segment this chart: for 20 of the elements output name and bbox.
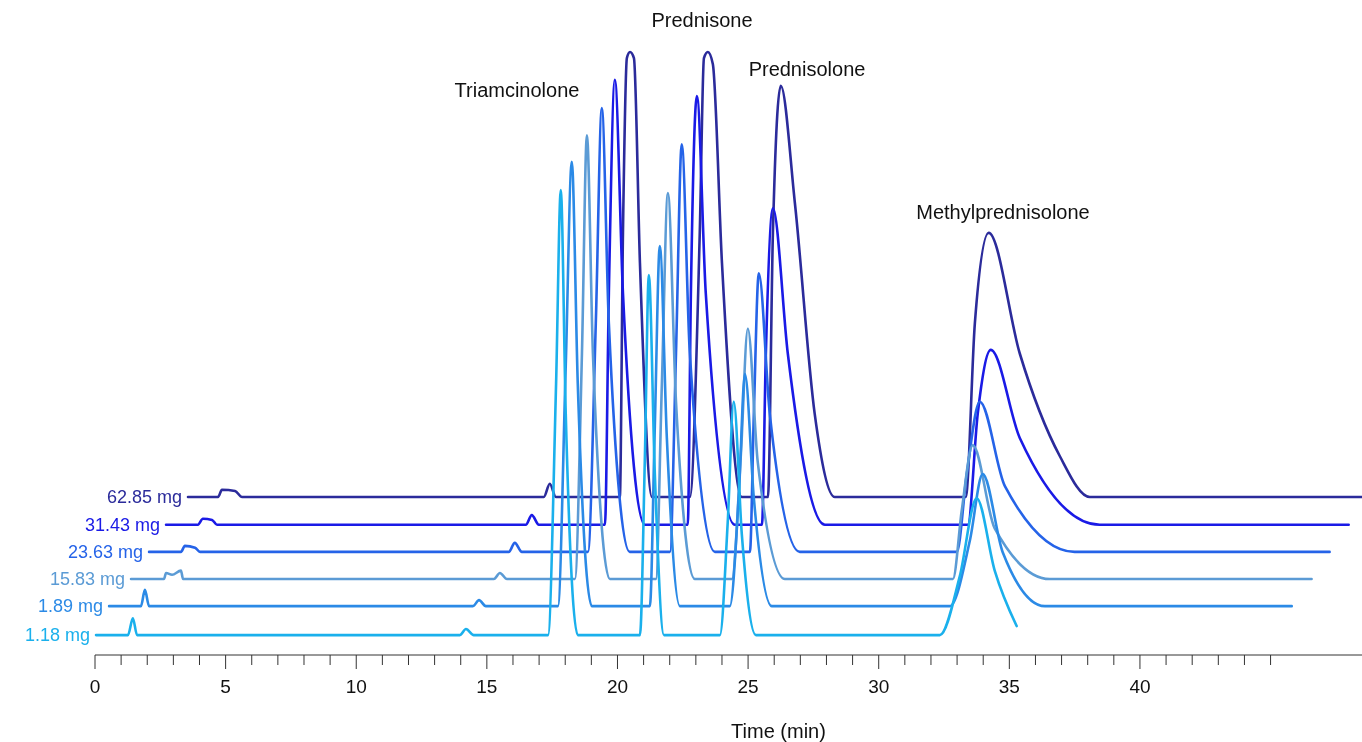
x-tick-label: 5 <box>220 676 231 697</box>
x-tick-label: 0 <box>89 676 101 697</box>
annotation: Methylprednisolone <box>916 201 1090 223</box>
series-label: 23.63 mg <box>68 541 144 562</box>
x-tick-label: 30 <box>868 676 890 697</box>
x-tick-label: 35 <box>998 676 1020 697</box>
x-tick-label: 25 <box>737 676 759 697</box>
x-tick-label: 10 <box>345 676 367 697</box>
series-label: 1.89 mg <box>38 596 104 617</box>
x-axis-title: Time (min) <box>731 720 826 742</box>
text: Prednisone <box>651 9 753 31</box>
series-label: 62.85 mg <box>106 487 182 508</box>
annotation: Triamcinolone <box>454 79 580 101</box>
series-label: 1.18 mg <box>25 625 91 646</box>
x-tick-label: 20 <box>606 676 629 697</box>
x-tick-label: 15 <box>476 676 498 697</box>
annotation: Prednisolone <box>748 58 866 80</box>
x-tick-label: 40 <box>1129 676 1151 697</box>
series-label: 15.83 mg <box>49 569 126 590</box>
series-label: 31.43 mg <box>84 514 161 535</box>
